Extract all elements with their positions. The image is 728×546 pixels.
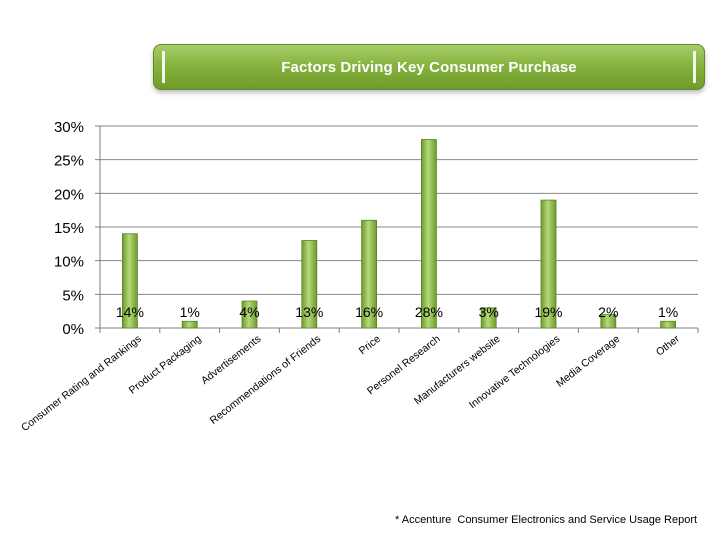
data-label: 4% xyxy=(239,304,259,320)
data-label: 2% xyxy=(598,304,618,320)
data-label: 14% xyxy=(116,304,144,320)
bar xyxy=(181,320,198,329)
bar xyxy=(600,314,617,329)
source-note: * Accenture Consumer Electronics and Ser… xyxy=(395,514,698,526)
x-tick-label: Recommendations of Friends xyxy=(208,333,323,427)
y-tick-label: 30% xyxy=(54,119,84,136)
data-label: 19% xyxy=(534,304,562,320)
data-labels: 14% 1% 4% 13% 16% 28% 3% 19% 2% 1% xyxy=(116,304,678,320)
bars xyxy=(122,139,676,329)
data-label: 16% xyxy=(355,304,383,320)
y-tick-label: 5% xyxy=(62,287,84,304)
data-label: 13% xyxy=(295,304,323,320)
y-tick-label: 15% xyxy=(54,220,84,237)
bar xyxy=(660,320,676,329)
y-axis-ticks: 0% 5% 10% 15% 20% 25% 30% xyxy=(54,119,84,338)
data-label: 1% xyxy=(180,304,200,320)
y-tick-label: 25% xyxy=(54,153,84,170)
bar xyxy=(301,240,318,329)
chart-title: Factors Driving Key Consumer Purchase xyxy=(281,59,577,76)
x-tick-label: Consumer Rating and Rankings xyxy=(19,333,144,434)
bar xyxy=(420,139,437,329)
bar xyxy=(241,300,258,329)
chart-title-banner: Factors Driving Key Consumer Purchase xyxy=(153,44,705,90)
bar xyxy=(540,199,557,329)
bar xyxy=(480,307,497,329)
bar xyxy=(122,233,138,329)
y-tick-label: 20% xyxy=(54,186,84,203)
bar xyxy=(361,219,378,329)
x-tick-label: Price xyxy=(357,333,383,357)
data-label: 28% xyxy=(415,304,443,320)
x-tick-label: Advertisements xyxy=(199,333,263,387)
y-tick-label: 10% xyxy=(54,254,84,271)
gridlines xyxy=(95,125,699,333)
y-tick-label: 0% xyxy=(62,321,84,338)
x-tick-label: Other xyxy=(654,333,682,359)
data-label: 1% xyxy=(658,304,678,320)
x-tick-label: Media Coverage xyxy=(554,333,622,390)
data-label: 3% xyxy=(479,304,499,320)
